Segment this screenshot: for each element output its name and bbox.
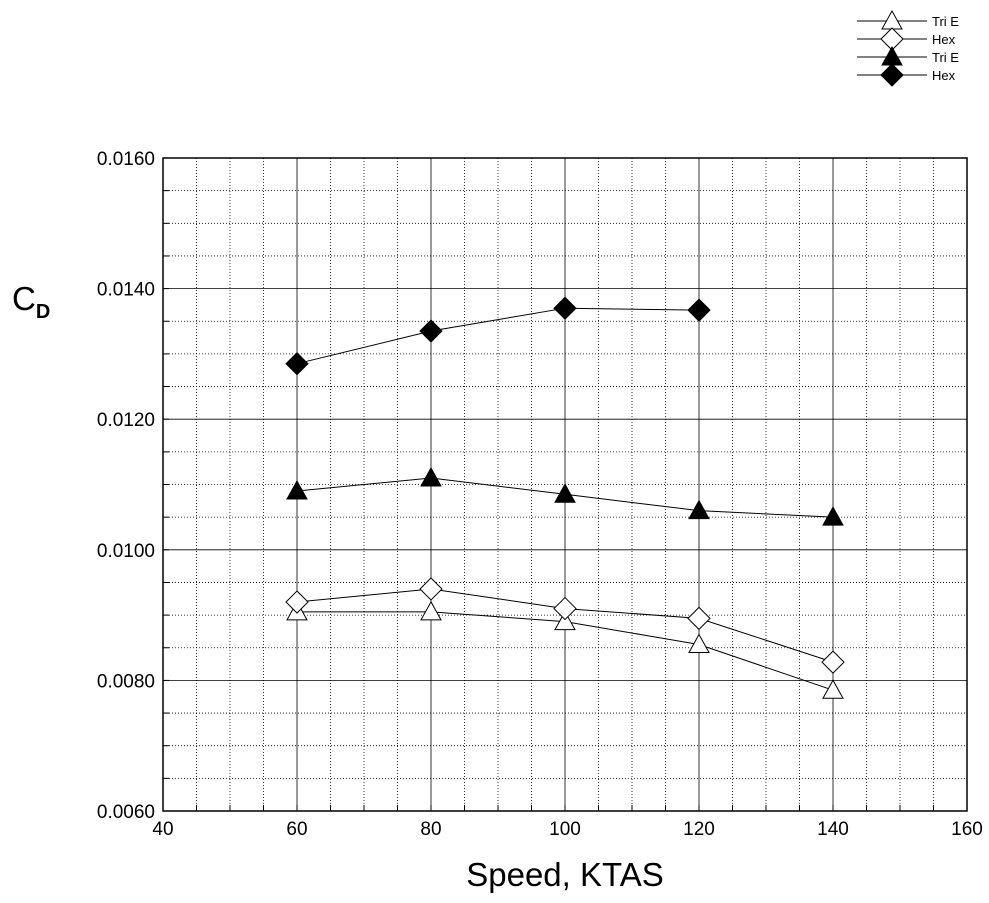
data-point: [822, 506, 844, 526]
data-point: [821, 650, 845, 674]
data-point: [420, 600, 442, 621]
x-axis-title: Speed, KTAS: [466, 856, 664, 893]
y-tick-label: 0.0140: [97, 280, 155, 301]
data-point: [553, 296, 577, 320]
data-point: [285, 351, 309, 376]
legend-marker: [880, 63, 904, 87]
data-point: [687, 298, 711, 322]
series-4: [285, 296, 711, 376]
legend-label: Tri E: [932, 50, 959, 65]
data-point: [688, 633, 710, 653]
data-point: [419, 577, 443, 601]
ticks-layer: 40 60 80 100 120 140 160 0.0060 0.0080 0.0100 0.01…: [97, 149, 983, 840]
y-tick-label: 0.0060: [97, 802, 155, 823]
x-tick-label: 40: [152, 819, 173, 840]
y-tick-label: 0.0080: [97, 671, 155, 692]
data-point: [419, 319, 443, 343]
data-point: [553, 596, 577, 621]
series-line: [296, 307, 700, 365]
legend-marker: [881, 9, 903, 30]
legend-label: Hex: [932, 68, 956, 83]
legend-label: Hex: [932, 32, 956, 47]
y-axis-title: CD: [12, 280, 50, 323]
data-point: [687, 606, 711, 631]
x-tick-label: 160: [951, 819, 983, 840]
series-2: [285, 577, 845, 674]
series-3: [286, 466, 844, 526]
y-axis-title-sub: D: [36, 301, 50, 323]
series-layer: [285, 296, 845, 699]
data-point: [285, 590, 309, 614]
legend-marker: [881, 45, 903, 66]
x-tick-label: 140: [817, 819, 849, 840]
y-tick-label: 0.0100: [97, 541, 155, 562]
data-point: [420, 466, 442, 487]
y-axis-title-main: C: [12, 280, 36, 317]
data-point: [286, 480, 308, 500]
legend-label: Tri E: [932, 14, 959, 29]
legend: Tri E Hex Tri E Hex: [857, 9, 959, 87]
data-point: [822, 679, 844, 699]
data-point: [688, 499, 710, 520]
y-tick-label: 0.0120: [97, 410, 155, 431]
x-tick-label: 120: [683, 819, 715, 840]
data-point: [554, 483, 576, 503]
x-tick-label: 60: [286, 819, 307, 840]
data-point: [554, 610, 576, 631]
x-tick-label: 100: [549, 819, 581, 840]
x-tick-label: 80: [420, 819, 441, 840]
y-tick-label: 0.0160: [97, 149, 155, 170]
